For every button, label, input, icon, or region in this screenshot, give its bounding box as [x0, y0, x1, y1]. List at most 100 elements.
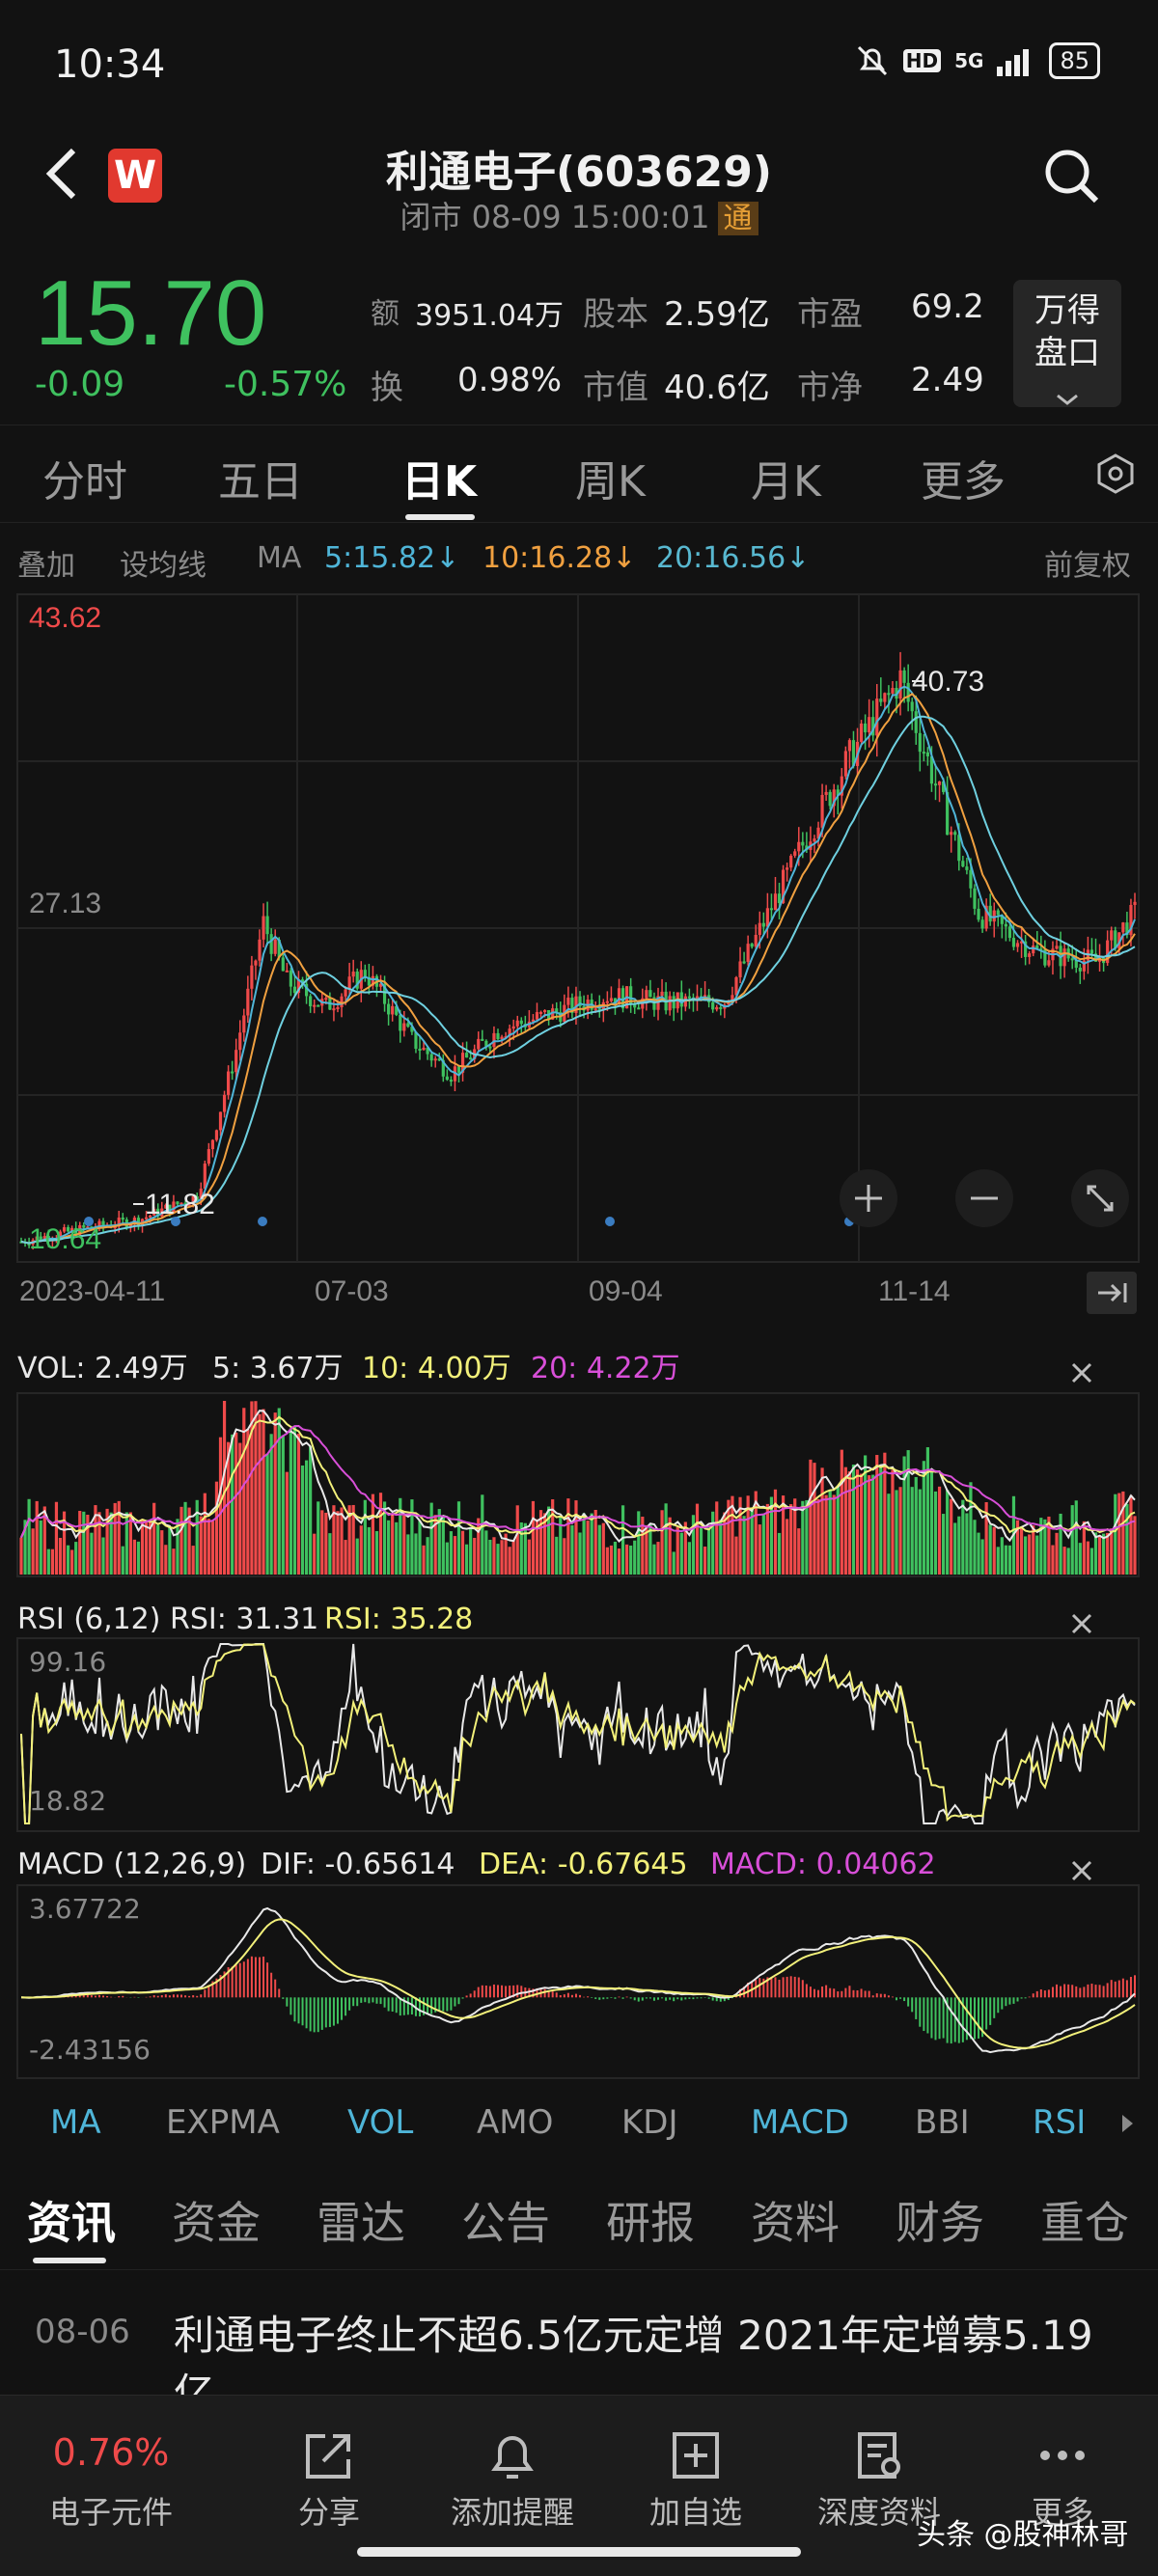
vol-ma5: 5: 3.67万	[212, 1352, 344, 1385]
add-watchlist-label: 加自选	[648, 2494, 742, 2531]
tab-more[interactable]: 更多	[921, 457, 1006, 507]
wande-line2: 盘口	[1034, 334, 1100, 372]
rsi12-line	[20, 1643, 1136, 1824]
news-tab-info[interactable]: 资讯	[27, 2197, 116, 2249]
ma10-line	[20, 693, 1136, 1245]
news-tab-holdings[interactable]: 重仓	[1040, 2197, 1129, 2249]
chart-settings-button[interactable]	[1094, 452, 1137, 499]
turnover-label: 换	[371, 369, 403, 407]
pb-label: 市净	[797, 369, 863, 407]
rsi6-value: RSI: 31.31	[170, 1603, 318, 1636]
battery-indicator: 85	[1049, 42, 1100, 79]
mcap-label: 市值	[583, 369, 648, 407]
fullscreen-button[interactable]	[1071, 1169, 1129, 1227]
search-button[interactable]	[1042, 147, 1100, 205]
news-tab-announce[interactable]: 公告	[461, 2197, 550, 2249]
wande-line1: 万得	[1034, 291, 1100, 330]
zoom-out-button[interactable]	[955, 1169, 1013, 1227]
tab-weekly-k[interactable]: 周K	[575, 457, 646, 507]
scroll-right-icon[interactable]	[1119, 2113, 1135, 2134]
vol-close-button[interactable]	[1071, 1362, 1092, 1384]
arrow-to-end-icon	[1098, 1283, 1127, 1302]
rsi-close-button[interactable]	[1071, 1613, 1092, 1634]
status-icons: HD 5G 85	[855, 42, 1100, 79]
mcap-value: 40.6亿	[664, 369, 770, 407]
news-item[interactable]: 08-06 利通电子终止不超6.5亿元定增 2021年定增募5.19亿	[0, 2270, 1158, 2395]
chart-area[interactable]: 43.62 27.13 10.64 40.73 11.82 2023-04-11…	[0, 587, 1158, 2096]
share-button[interactable]: 分享	[237, 2396, 421, 2533]
period-tabs: 分时 五日 日K 周K 月K 更多	[0, 425, 1158, 523]
capital-label: 股本	[583, 295, 648, 334]
macd-close-button[interactable]	[1071, 1860, 1092, 1881]
news-tab-underline	[33, 2258, 106, 2263]
ind-tab-vol[interactable]: VOL	[347, 2103, 414, 2142]
ind-tab-rsi[interactable]: RSI	[1033, 2103, 1087, 2142]
amount-value: 3951.04万	[415, 299, 565, 333]
ind-tab-amo[interactable]: AMO	[477, 2103, 554, 2142]
more-button[interactable]: 更多	[971, 2396, 1154, 2533]
rsi6-line	[20, 1643, 1136, 1824]
ma20-line	[20, 715, 1136, 1245]
kline-high-label: 43.62	[29, 602, 101, 634]
kline-low-label: 10.64	[29, 1223, 101, 1255]
vol-panel	[16, 1392, 1140, 1577]
vol-ma10-line	[20, 1415, 1136, 1539]
adjust-mode-button[interactable]: 前复权	[1044, 549, 1131, 583]
research-button[interactable]: 深度资料	[787, 2396, 971, 2533]
date-label-0: 2023-04-11	[19, 1275, 165, 1307]
ind-tab-expma[interactable]: EXPMA	[166, 2103, 280, 2142]
tab-five-day[interactable]: 五日	[218, 457, 303, 507]
news-tab-research[interactable]: 研报	[606, 2197, 695, 2249]
bottom-bar: 0.76% 电子元件 分享 添加提醒 加自选 深度资料 更多	[0, 2395, 1158, 2576]
news-tab-profile[interactable]: 资料	[751, 2197, 840, 2249]
market-status: 闭市 08-09 15:00:01 通	[0, 193, 1158, 237]
vol-title: VOL: 2.49万	[17, 1352, 188, 1385]
kline-mid-label: 27.13	[29, 888, 101, 919]
news-tab-funds[interactable]: 资金	[172, 2197, 261, 2249]
chevron-down-icon	[1057, 394, 1078, 405]
macd-histogram	[24, 1956, 1136, 2044]
set-ma-button[interactable]: 设均线	[120, 549, 207, 583]
share-label: 分享	[297, 2494, 360, 2531]
ind-tab-kdj[interactable]: KDJ	[621, 2103, 678, 2142]
price-change-pct: -0.57%	[224, 365, 347, 404]
app-logo[interactable]: W	[108, 149, 162, 203]
vol-ma5-line	[20, 1410, 1136, 1543]
capital-value: 2.59亿	[664, 295, 770, 334]
sector-button[interactable]: 0.76% 电子元件	[19, 2396, 203, 2533]
stock-title: 利通电子(603629)	[386, 148, 772, 197]
ind-tab-ma[interactable]: MA	[50, 2103, 101, 2142]
macd-macd-value: MACD: 0.04062	[710, 1848, 936, 1881]
news-list: 08-06 利通电子终止不超6.5亿元定增 2021年定增募5.19亿	[0, 2269, 1158, 2395]
rsi12-value: RSI: 35.28	[324, 1603, 473, 1636]
tab-intraday[interactable]: 分时	[42, 457, 127, 507]
tab-monthly-k[interactable]: 月K	[751, 457, 821, 507]
ind-tab-bbi[interactable]: BBI	[915, 2103, 970, 2142]
add-alert-button[interactable]: 添加提醒	[421, 2396, 604, 2533]
news-tab-finance[interactable]: 财务	[896, 2197, 984, 2249]
ma5-line	[20, 685, 1136, 1245]
macd-panel	[16, 1884, 1140, 2079]
add-alert-label: 添加提醒	[450, 2494, 574, 2531]
news-title: 利通电子终止不超6.5亿元定增 2021年定增募5.19亿	[174, 2312, 1093, 2395]
latest-button[interactable]	[1087, 1272, 1137, 1314]
ind-tab-macd[interactable]: MACD	[751, 2103, 849, 2142]
zoom-in-button[interactable]	[840, 1169, 897, 1227]
ma-label: MA	[257, 541, 302, 575]
ma5-value: 5:15.82↓	[324, 541, 460, 575]
chevron-left-icon	[45, 148, 76, 200]
status-time: 10:34	[54, 42, 166, 87]
news-tab-radar[interactable]: 雷达	[317, 2197, 405, 2249]
news-date: 08-06	[35, 2313, 130, 2351]
overlay-button[interactable]: 叠加	[17, 549, 75, 583]
home-indicator[interactable]	[357, 2547, 801, 2557]
tab-daily-k[interactable]: 日K	[401, 457, 478, 507]
vol-ma10: 10: 4.00万	[362, 1352, 511, 1385]
kline-peak-label: 40.73	[912, 666, 984, 698]
macd-dif-value: DIF: -0.65614	[261, 1848, 455, 1881]
rsi-title: RSI (6,12)	[17, 1603, 160, 1636]
add-watchlist-button[interactable]: 加自选	[604, 2396, 787, 2533]
back-button[interactable]	[42, 145, 81, 217]
dea-line	[20, 1918, 1136, 2049]
wande-orderbook-button[interactable]: 万得 盘口	[1013, 280, 1121, 407]
